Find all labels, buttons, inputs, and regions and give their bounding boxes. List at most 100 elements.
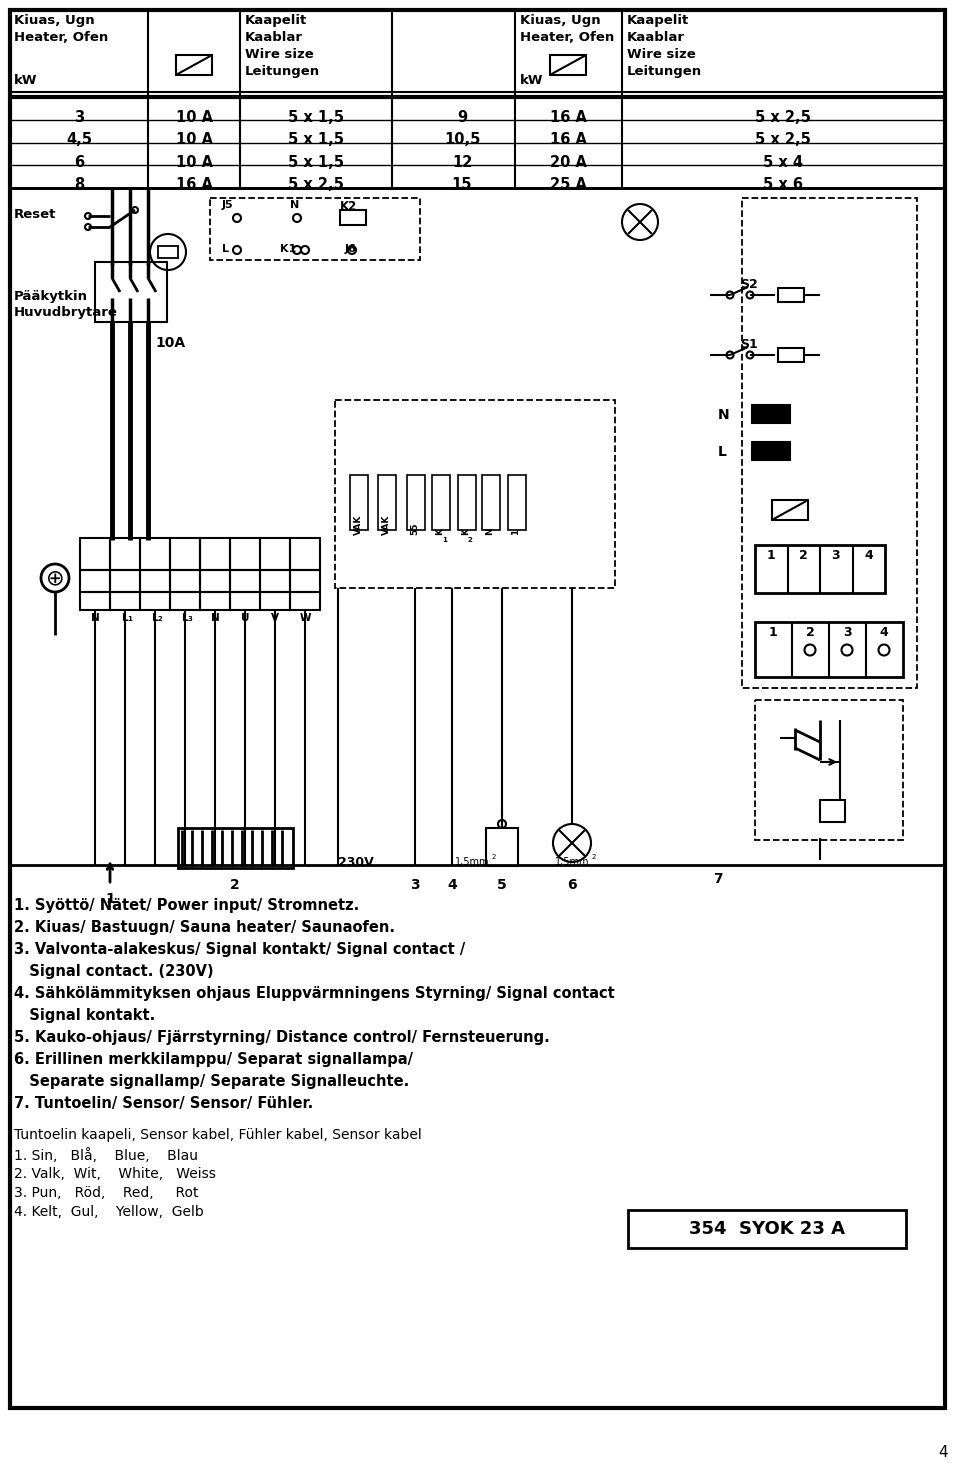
Text: 1. Syöttö/ Nätet/ Power input/ Stromnetz.: 1. Syöttö/ Nätet/ Power input/ Stromnetz… — [14, 898, 359, 912]
Text: 1: 1 — [512, 529, 520, 535]
Text: 2. Kiuas/ Bastuugn/ Sauna heater/ Saunaofen.: 2. Kiuas/ Bastuugn/ Sauna heater/ Saunao… — [14, 920, 395, 935]
Text: 2: 2 — [230, 879, 240, 892]
Bar — [260, 538, 290, 570]
Bar — [140, 570, 170, 593]
Bar — [752, 442, 790, 460]
Text: K: K — [462, 528, 470, 535]
Text: 354  SYOK 23 A: 354 SYOK 23 A — [689, 1220, 845, 1238]
Text: 1: 1 — [128, 616, 132, 622]
Bar — [230, 570, 260, 593]
Text: N: N — [486, 528, 494, 535]
Text: Leitungen: Leitungen — [627, 65, 702, 78]
Text: 1: 1 — [106, 892, 115, 907]
Bar — [458, 475, 476, 531]
Text: 5 x 2,5: 5 x 2,5 — [756, 133, 811, 147]
Text: 55: 55 — [411, 522, 420, 535]
Bar — [550, 55, 586, 75]
Text: 5 x 4: 5 x 4 — [763, 155, 803, 170]
Text: S2: S2 — [740, 279, 757, 290]
Bar — [407, 475, 425, 531]
Bar — [10, 10, 945, 189]
Bar — [200, 538, 230, 570]
Text: Signal kontakt.: Signal kontakt. — [14, 1008, 156, 1023]
Text: 10 A: 10 A — [176, 133, 212, 147]
Bar — [820, 800, 845, 822]
Text: 1,5mm: 1,5mm — [555, 856, 589, 867]
Text: Separate signallamp/ Separate Signalleuchte.: Separate signallamp/ Separate Signalleuc… — [14, 1075, 409, 1089]
Bar — [140, 593, 170, 610]
Text: J6: J6 — [345, 245, 357, 254]
Bar — [340, 209, 366, 226]
Text: Pääkytkin: Pääkytkin — [14, 290, 88, 304]
Bar — [482, 475, 500, 531]
Text: Tuntoelin kaapeli, Sensor kabel, Fühler kabel, Sensor kabel: Tuntoelin kaapeli, Sensor kabel, Fühler … — [14, 1128, 421, 1142]
Text: 2: 2 — [468, 537, 472, 542]
Text: 1,5mm: 1,5mm — [455, 856, 490, 867]
Text: 2: 2 — [592, 853, 596, 859]
Text: 5. Kauko-ohjaus/ Fjärrstyrning/ Distance control/ Fernsteuerung.: 5. Kauko-ohjaus/ Fjärrstyrning/ Distance… — [14, 1030, 550, 1045]
Text: 1: 1 — [769, 626, 778, 640]
Bar — [158, 246, 178, 258]
Bar — [486, 828, 518, 867]
Bar — [170, 570, 200, 593]
Bar — [110, 538, 140, 570]
Text: N: N — [210, 613, 220, 624]
Text: U: U — [241, 613, 250, 624]
Text: Kaapelit: Kaapelit — [245, 13, 307, 27]
Text: L: L — [718, 445, 727, 458]
Text: 3: 3 — [843, 626, 852, 640]
Text: 16 A: 16 A — [549, 111, 587, 125]
Text: 2: 2 — [805, 626, 814, 640]
Text: 10A: 10A — [155, 336, 185, 349]
Text: 4: 4 — [447, 879, 457, 892]
Text: 7. Tuntoelin/ Sensor/ Sensor/ Fühler.: 7. Tuntoelin/ Sensor/ Sensor/ Fühler. — [14, 1097, 313, 1111]
Text: N: N — [290, 200, 300, 209]
Text: 5 x 2,5: 5 x 2,5 — [756, 111, 811, 125]
Text: 5: 5 — [497, 879, 507, 892]
Text: 10,5: 10,5 — [444, 133, 480, 147]
Bar — [200, 593, 230, 610]
Circle shape — [804, 644, 815, 656]
Bar — [80, 570, 110, 593]
Bar — [230, 593, 260, 610]
Text: K2: K2 — [340, 200, 357, 214]
Text: 3. Valvonta-alakeskus/ Signal kontakt/ Signal contact /: 3. Valvonta-alakeskus/ Signal kontakt/ S… — [14, 942, 466, 957]
Bar — [140, 538, 170, 570]
Bar — [95, 262, 167, 321]
Text: kW: kW — [520, 74, 543, 87]
Text: 5 x 1,5: 5 x 1,5 — [288, 155, 344, 170]
Text: 4. Sähkölämmityksen ohjaus Eluppvärmningens Styrning/ Signal contact: 4. Sähkölämmityksen ohjaus Eluppvärmning… — [14, 986, 614, 1001]
Text: L: L — [222, 245, 229, 254]
Text: N: N — [718, 408, 730, 422]
Bar — [755, 700, 903, 840]
Text: K: K — [436, 528, 444, 535]
Text: L: L — [181, 613, 188, 624]
Text: Huvudbrytare: Huvudbrytare — [14, 307, 118, 318]
Text: 16 A: 16 A — [176, 177, 212, 192]
Text: 15: 15 — [452, 177, 472, 192]
Bar — [335, 399, 615, 588]
Text: 4: 4 — [879, 626, 888, 640]
Text: VAK: VAK — [353, 514, 363, 535]
Text: Kaablar: Kaablar — [245, 31, 303, 44]
Text: K1: K1 — [280, 245, 297, 254]
Text: 20 A: 20 A — [549, 155, 587, 170]
Text: 2: 2 — [799, 548, 808, 562]
Bar — [778, 287, 804, 302]
Bar — [752, 405, 790, 423]
Text: Heater, Ofen: Heater, Ofen — [14, 31, 108, 44]
Text: 9: 9 — [457, 111, 468, 125]
Text: Leitungen: Leitungen — [245, 65, 320, 78]
Text: Signal contact. (230V): Signal contact. (230V) — [14, 964, 214, 979]
Bar — [80, 593, 110, 610]
Text: 3: 3 — [410, 879, 420, 892]
Text: 3: 3 — [831, 548, 840, 562]
Bar — [170, 593, 200, 610]
Text: 8: 8 — [74, 177, 84, 192]
Text: Wire size: Wire size — [627, 49, 696, 60]
Text: 5 x 6: 5 x 6 — [763, 177, 803, 192]
Text: 3: 3 — [74, 111, 84, 125]
Text: 2: 2 — [492, 853, 496, 859]
Bar — [290, 570, 320, 593]
Text: 4,5: 4,5 — [66, 133, 92, 147]
